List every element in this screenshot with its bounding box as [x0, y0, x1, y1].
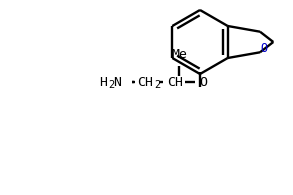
- Text: H: H: [99, 75, 107, 89]
- Text: CH: CH: [167, 75, 183, 89]
- Text: Me: Me: [172, 49, 188, 61]
- Text: CH: CH: [137, 75, 153, 89]
- Text: 2: 2: [154, 80, 160, 90]
- Text: O: O: [199, 75, 207, 89]
- Text: 2: 2: [108, 80, 114, 90]
- Text: O: O: [260, 42, 268, 55]
- Text: N: N: [113, 75, 121, 89]
